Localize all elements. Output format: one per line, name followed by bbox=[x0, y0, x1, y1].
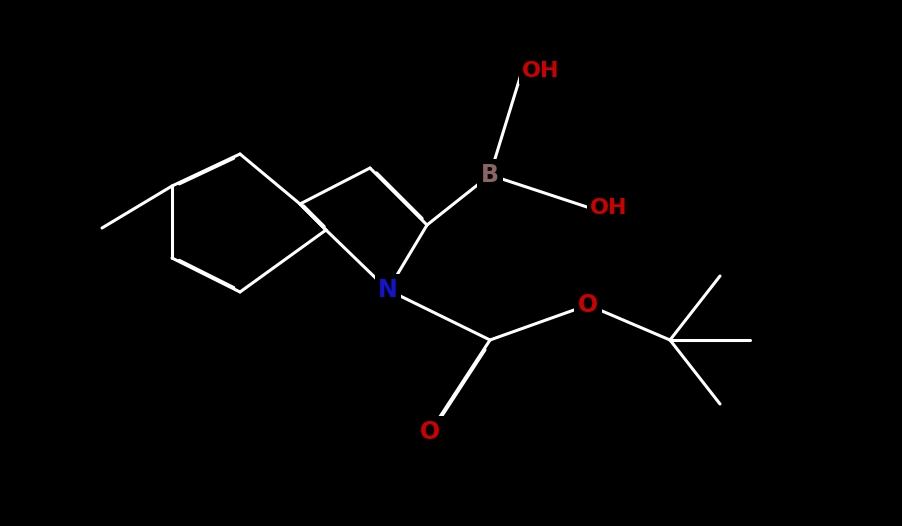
Text: OH: OH bbox=[521, 61, 559, 81]
Text: B: B bbox=[481, 163, 499, 187]
Text: O: O bbox=[419, 420, 439, 444]
Text: O: O bbox=[577, 293, 597, 317]
Text: OH: OH bbox=[589, 198, 627, 218]
Text: N: N bbox=[378, 278, 398, 302]
